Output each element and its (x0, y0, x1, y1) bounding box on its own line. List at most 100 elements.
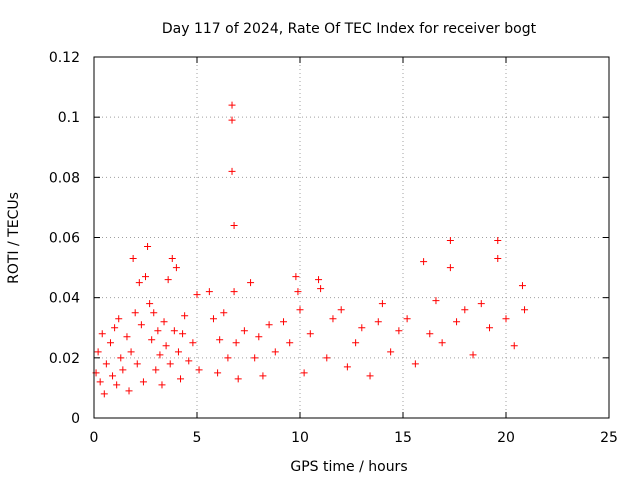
x-tick-label: 15 (394, 430, 412, 446)
data-point-marker (329, 315, 337, 323)
x-tick-label: 25 (600, 430, 618, 446)
y-tick-label: 0 (71, 411, 80, 427)
y-tick-label: 0.02 (49, 351, 80, 367)
data-point-marker (144, 243, 152, 251)
data-point-marker (154, 327, 162, 335)
data-point-marker (168, 255, 176, 263)
data-point-marker (142, 273, 149, 281)
data-point-marker (271, 348, 279, 356)
data-point-marker (193, 291, 201, 299)
data-point-marker (337, 306, 345, 314)
data-point-marker (214, 369, 222, 377)
data-point-marker (216, 336, 224, 344)
data-point-marker (228, 101, 236, 109)
data-point-marker (139, 378, 147, 386)
data-point-marker (411, 360, 419, 368)
y-tick-label: 0.12 (49, 50, 80, 66)
data-points (92, 101, 529, 398)
data-point-marker (98, 330, 106, 338)
data-point-marker (240, 327, 248, 335)
data-point-marker (179, 330, 187, 338)
data-point-marker (228, 167, 236, 175)
data-point-marker (259, 372, 267, 380)
data-point-marker (403, 315, 411, 323)
data-point-marker (127, 348, 135, 356)
data-point-marker (205, 288, 213, 296)
data-point-marker (300, 369, 308, 377)
data-point-marker (251, 354, 259, 362)
data-point-marker (306, 330, 314, 338)
data-point-marker (366, 372, 374, 380)
data-point-marker (265, 321, 273, 329)
data-point-marker (292, 273, 300, 281)
data-point-marker (129, 255, 137, 263)
data-point-marker (469, 351, 477, 359)
data-point-marker (100, 390, 108, 398)
grid (94, 57, 609, 418)
y-tick-label: 0.04 (49, 291, 80, 307)
data-point-marker (96, 378, 104, 386)
data-point-marker (317, 285, 325, 293)
data-point-marker (395, 327, 403, 335)
data-point-marker (420, 258, 428, 266)
data-point-marker (461, 306, 469, 314)
data-point-marker (486, 324, 494, 332)
data-point-marker (502, 315, 510, 323)
data-point-marker (113, 381, 121, 389)
data-point-marker (323, 354, 331, 362)
data-point-marker (177, 375, 185, 383)
data-point-marker (230, 221, 238, 229)
data-point-marker (224, 354, 232, 362)
data-point-marker (432, 297, 440, 305)
data-point-marker (152, 366, 160, 374)
y-tick-label: 0.08 (49, 170, 80, 186)
data-point-marker (137, 321, 145, 329)
data-point-marker (315, 276, 323, 284)
x-tick-label: 10 (291, 430, 309, 446)
data-point-marker (453, 318, 461, 326)
data-point-marker (125, 387, 133, 395)
data-point-marker (438, 339, 446, 347)
data-point-marker (166, 360, 174, 368)
data-point-marker (296, 306, 304, 314)
x-axis-label: GPS time / hours (290, 459, 407, 475)
data-point-marker (156, 351, 164, 359)
data-point-marker (170, 327, 178, 335)
y-tick-label: 0.06 (49, 231, 80, 247)
data-point-marker (174, 348, 182, 356)
data-point-marker (446, 264, 454, 272)
data-point-marker (102, 360, 110, 368)
data-point-marker (477, 300, 485, 308)
data-point-marker (234, 375, 242, 383)
data-point-marker (510, 342, 518, 350)
data-point-marker (148, 336, 156, 344)
data-point-marker (123, 333, 131, 341)
data-point-marker (220, 309, 228, 317)
data-point-marker (94, 348, 102, 356)
data-point-marker (133, 360, 141, 368)
data-point-marker (185, 357, 193, 365)
data-point-marker (280, 318, 288, 326)
data-point-marker (109, 372, 117, 380)
y-tick-label: 0.1 (58, 110, 80, 126)
data-point-marker (294, 288, 302, 296)
data-point-marker (135, 279, 143, 287)
data-point-marker (146, 300, 154, 308)
data-point-marker (358, 324, 366, 332)
data-point-marker (494, 237, 502, 245)
data-point-marker (160, 318, 168, 326)
y-axis-label: ROTI / TECUs (6, 192, 22, 284)
data-point-marker (164, 276, 172, 284)
data-point-marker (115, 315, 123, 323)
data-point-marker (195, 366, 203, 374)
data-point-marker (446, 237, 454, 245)
data-point-marker (172, 264, 180, 272)
data-point-marker (158, 381, 166, 389)
data-point-marker (521, 306, 529, 314)
data-point-marker (106, 339, 114, 347)
data-point-marker (230, 288, 238, 296)
data-point-marker (374, 318, 382, 326)
data-point-marker (111, 324, 119, 332)
data-point-marker (150, 309, 158, 317)
